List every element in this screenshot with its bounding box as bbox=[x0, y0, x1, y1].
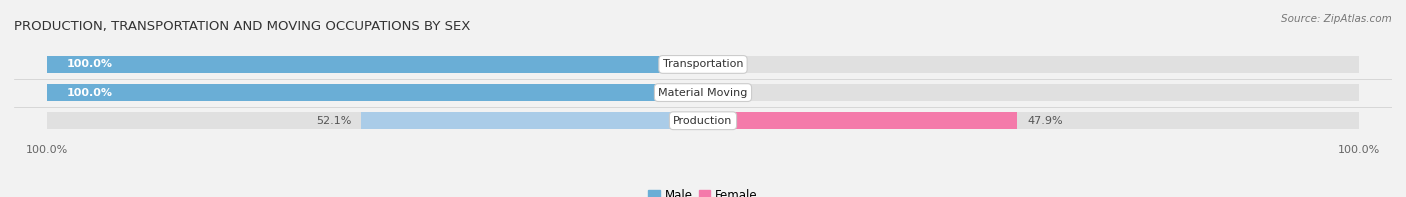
Text: Material Moving: Material Moving bbox=[658, 88, 748, 98]
Bar bbox=[46, 84, 703, 101]
Bar bbox=[46, 56, 703, 73]
Text: Production: Production bbox=[673, 116, 733, 126]
Text: 0.0%: 0.0% bbox=[716, 88, 744, 98]
Text: 100.0%: 100.0% bbox=[66, 59, 112, 70]
Text: 47.9%: 47.9% bbox=[1028, 116, 1063, 126]
Bar bbox=[46, 56, 703, 73]
Text: 100.0%: 100.0% bbox=[66, 88, 112, 98]
Bar bbox=[46, 112, 703, 129]
Legend: Male, Female: Male, Female bbox=[644, 184, 762, 197]
Text: Transportation: Transportation bbox=[662, 59, 744, 70]
Text: PRODUCTION, TRANSPORTATION AND MOVING OCCUPATIONS BY SEX: PRODUCTION, TRANSPORTATION AND MOVING OC… bbox=[14, 20, 471, 33]
Text: 0.0%: 0.0% bbox=[716, 59, 744, 70]
Bar bbox=[703, 56, 1360, 73]
Bar bbox=[703, 84, 1360, 101]
Bar bbox=[46, 84, 703, 101]
Bar bbox=[703, 112, 1360, 129]
Text: Source: ZipAtlas.com: Source: ZipAtlas.com bbox=[1281, 14, 1392, 24]
Bar bbox=[703, 112, 1018, 129]
Bar bbox=[361, 112, 703, 129]
Text: 52.1%: 52.1% bbox=[316, 116, 352, 126]
